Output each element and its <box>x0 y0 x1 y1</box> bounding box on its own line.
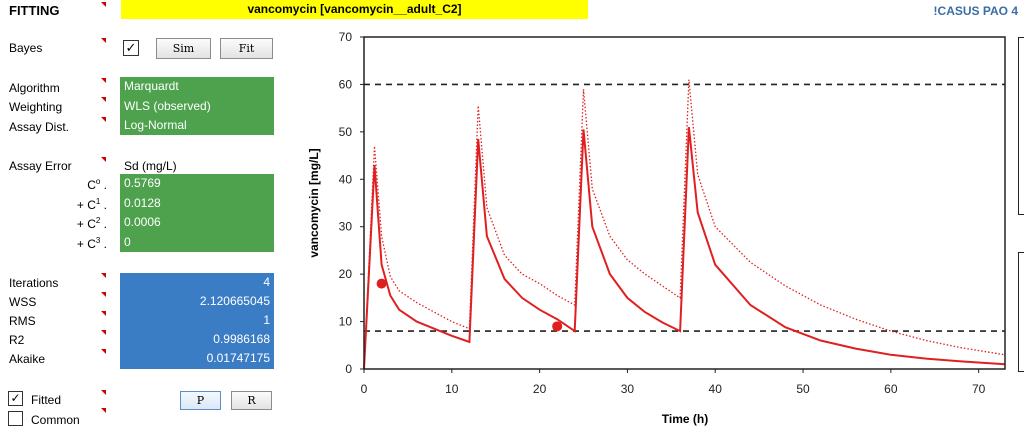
wss-value: 2.120665045 <box>199 294 270 308</box>
side-panel-top <box>1018 37 1024 215</box>
akaike-label: Akaike <box>9 352 46 366</box>
comment-marker <box>101 38 106 43</box>
r2-value: 0.9986168 <box>213 332 270 346</box>
comment-marker <box>101 117 106 122</box>
y-tick-label: 50 <box>339 125 353 139</box>
y-tick-label: 70 <box>339 30 353 44</box>
r-button[interactable]: R <box>231 391 272 410</box>
side-panel-bottom <box>1018 252 1024 372</box>
iterations-value: 4 <box>263 275 270 289</box>
y-tick-label: 0 <box>345 362 352 376</box>
weighting-label: Weighting <box>9 100 63 114</box>
c1-label: + C1 . <box>76 197 107 212</box>
observation-point <box>376 278 387 289</box>
drug-label: vancomycin [vancomycin__adult_C2] <box>121 0 588 19</box>
comment-marker <box>101 390 106 395</box>
x-tick-label: 30 <box>621 382 635 396</box>
stats-panel: 4 2.120665045 1 0.9986168 0.01747175 <box>120 273 274 369</box>
iterations-label: Iterations <box>9 276 59 290</box>
y-tick-label: 60 <box>339 77 353 91</box>
x-tick-label: 20 <box>533 382 547 396</box>
plot-border <box>363 36 1006 370</box>
series-dotted-line <box>363 79 1006 370</box>
rms-value: 1 <box>263 313 270 327</box>
p-button[interactable]: P <box>180 391 221 410</box>
weighting-value[interactable]: WLS (observed) <box>124 98 211 113</box>
y-tick-label: 30 <box>339 220 353 234</box>
assay-error-column-header: Sd (mg/L) <box>124 159 177 173</box>
algorithm-value[interactable]: Marquardt <box>124 79 179 93</box>
common-label: Common <box>31 413 80 427</box>
c0-value[interactable]: 0.5769 <box>124 176 161 190</box>
assay-error-label: Assay Error <box>9 159 72 173</box>
section-title: FITTING <box>9 3 60 18</box>
common-checkbox[interactable] <box>8 411 23 426</box>
bayes-checkbox[interactable]: ✓ <box>123 40 139 56</box>
x-axis-title: Time (h) <box>662 412 708 426</box>
x-tick-label: 50 <box>796 382 810 396</box>
app-label: !CASUS PAO 4 <box>933 4 1018 18</box>
fitted-label: Fitted <box>31 393 62 407</box>
c0-label: Co . <box>87 177 107 192</box>
assay-dist-value[interactable]: Log-Normal <box>124 118 187 132</box>
comment-marker <box>101 330 106 335</box>
assay-dist-label: Assay Dist. <box>9 120 70 134</box>
algorithm-label: Algorithm <box>9 81 60 95</box>
chart-series <box>363 79 1006 370</box>
comment-marker <box>101 349 106 354</box>
settings-panel: Marquardt WLS (observed) Log-Normal <box>120 77 274 135</box>
c1-value[interactable]: 0.0128 <box>124 195 161 210</box>
x-tick-label: 0 <box>361 382 368 396</box>
akaike-value: 0.01747175 <box>206 351 270 365</box>
comment-marker <box>101 78 106 83</box>
chart-grid <box>364 83 1005 332</box>
comment-marker <box>101 97 106 102</box>
x-tick-label: 70 <box>972 382 986 396</box>
x-tick-label: 40 <box>709 382 723 396</box>
wss-label: WSS <box>9 295 37 309</box>
fitted-checkbox[interactable]: ✓ <box>8 391 23 406</box>
y-axis-title: vancomycin [mg/L] <box>307 148 321 257</box>
comment-marker <box>101 2 106 7</box>
c3-label: + C3 . <box>76 236 107 251</box>
c2-label: + C2 . <box>76 216 107 231</box>
x-tick-label: 10 <box>445 382 459 396</box>
series-solid-line <box>363 126 1006 370</box>
rms-label: RMS <box>9 314 36 328</box>
r2-label: R2 <box>9 333 25 347</box>
fit-button[interactable]: Fit <box>220 38 273 59</box>
comment-marker <box>101 273 106 278</box>
observation-point <box>552 321 563 332</box>
sim-button[interactable]: Sim <box>156 38 211 59</box>
chart-frame: 0 10 20 30 40 50 60 70 0 10 20 30 40 50 60 70 <box>339 30 1006 396</box>
c2-value[interactable]: 0.0006 <box>124 215 161 229</box>
comment-marker <box>101 292 106 297</box>
bayes-label: Bayes <box>9 41 43 55</box>
assay-error-panel: 0.5769 0.0128 0.0006 0 <box>120 174 274 252</box>
x-tick-label: 60 <box>884 382 898 396</box>
y-tick-label: 20 <box>339 267 353 281</box>
comment-marker <box>101 157 106 162</box>
comment-marker <box>101 311 106 316</box>
c3-value[interactable]: 0 <box>124 234 131 249</box>
y-tick-label: 10 <box>339 315 353 329</box>
y-tick-label: 40 <box>339 172 353 186</box>
comment-marker <box>101 408 106 413</box>
